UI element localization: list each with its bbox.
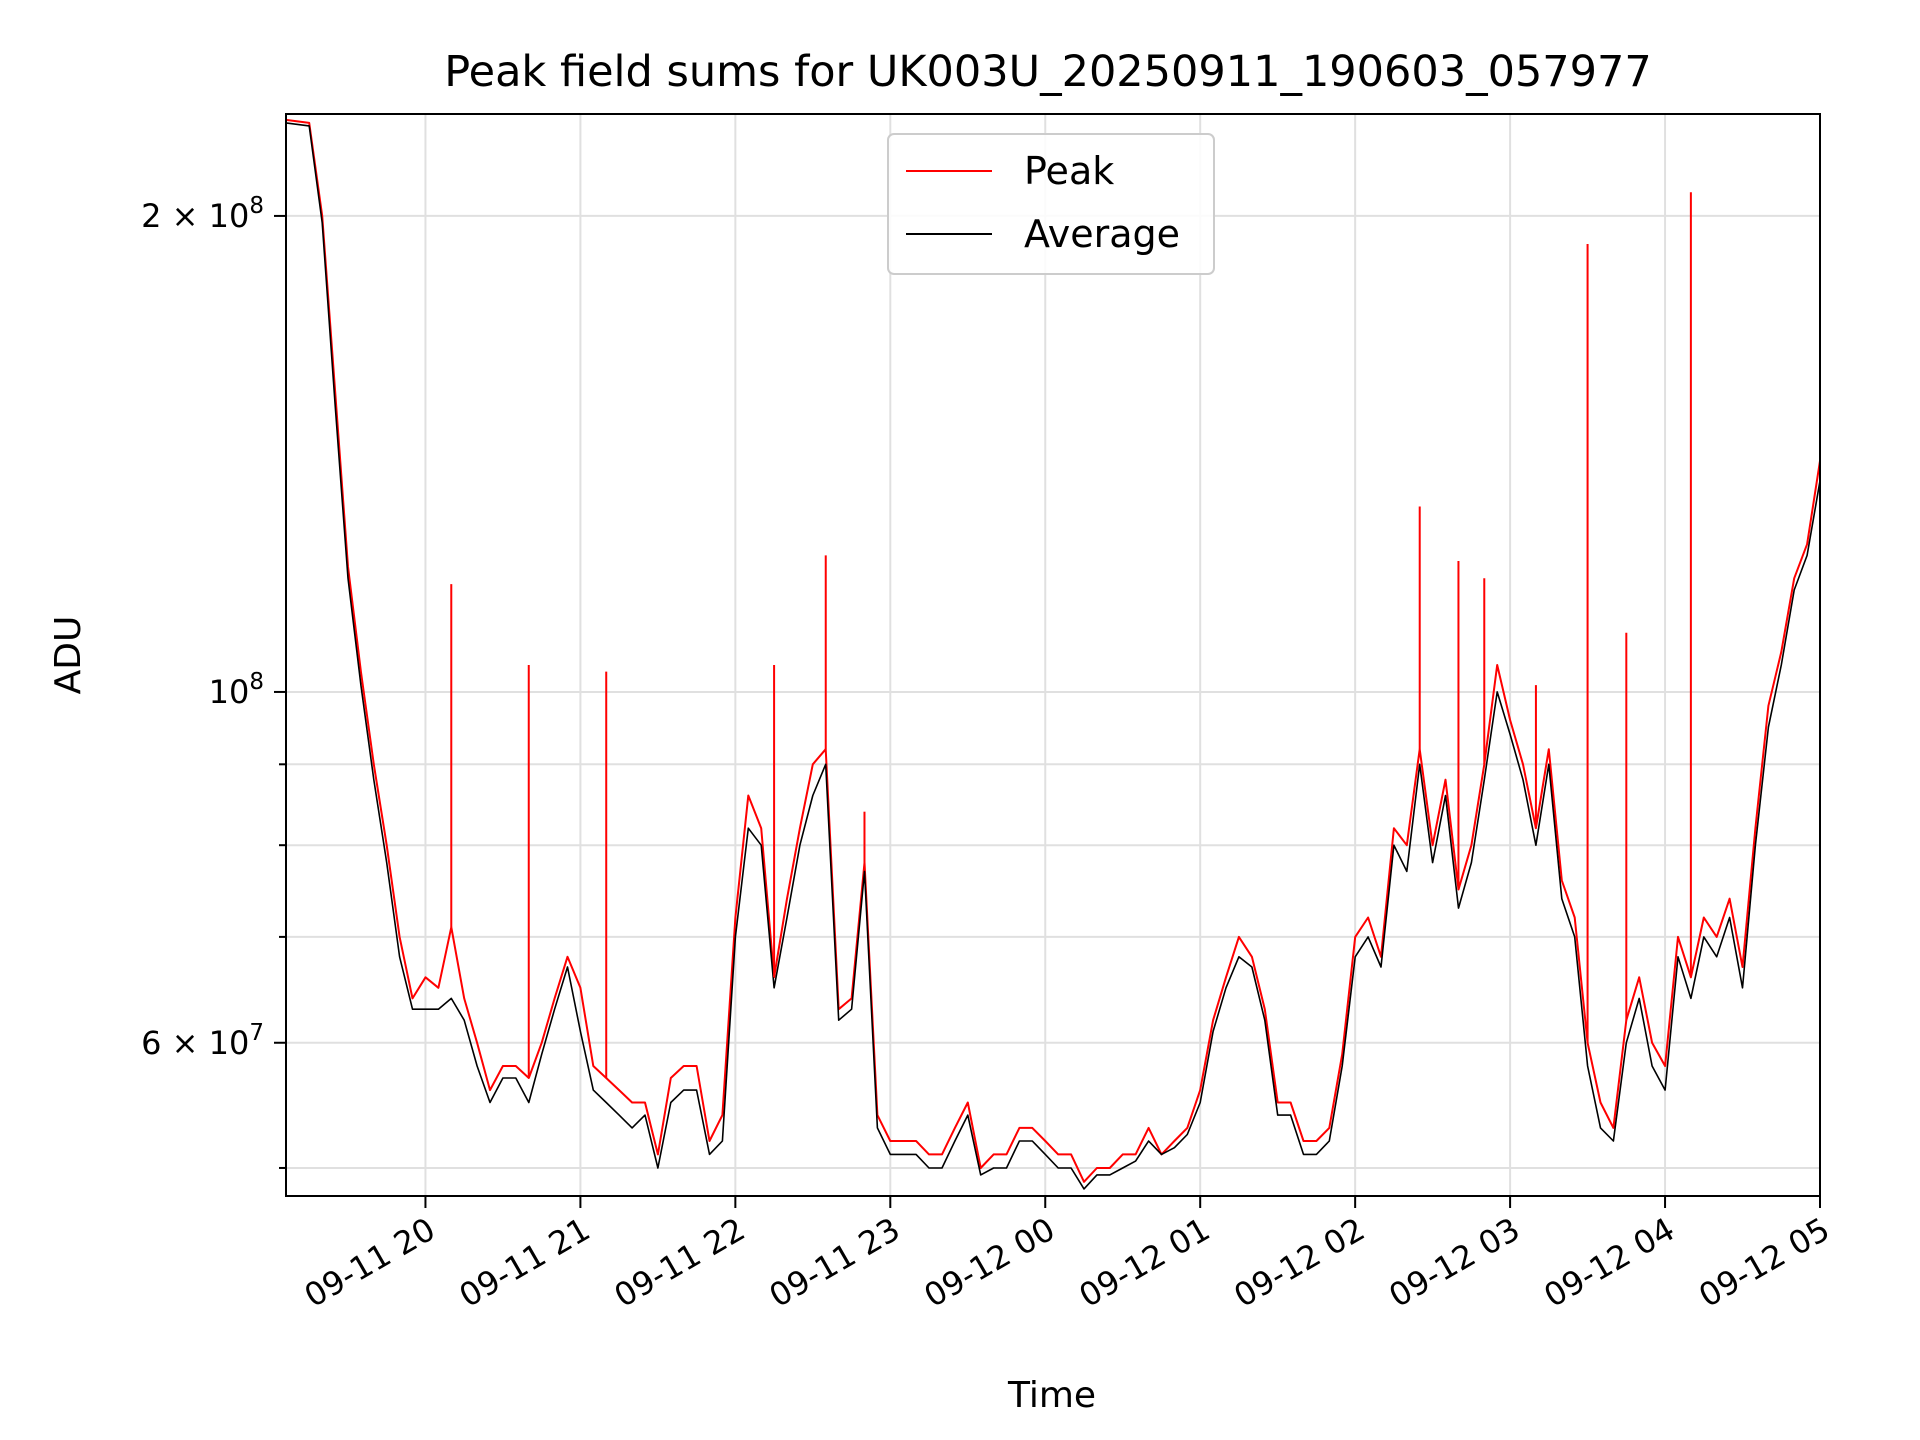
x-axis-label: Time xyxy=(1007,1375,1096,1416)
y-axis-label: ADU xyxy=(48,616,89,695)
y-tick-label: 6 × 107 xyxy=(141,1020,264,1062)
legend-box xyxy=(887,133,1215,275)
plot-frame xyxy=(285,113,1821,1197)
y-axis-ticks: 108 2 × 108 6 × 107 xyxy=(141,193,286,1169)
y-tick-label: 2 × 108 xyxy=(141,193,264,235)
chart-title: Peak field sums for UK003U_20250911_1906… xyxy=(444,47,1652,97)
legend-label-peak: Peak xyxy=(1024,149,1114,193)
legend-label-average: Average xyxy=(1024,212,1180,256)
y-tick-label: 108 xyxy=(209,669,264,711)
series-line-peak xyxy=(285,118,1821,1183)
series-line-average xyxy=(285,122,1821,1190)
legend: Peak Average xyxy=(887,133,1215,275)
series-lines xyxy=(285,118,1821,1190)
